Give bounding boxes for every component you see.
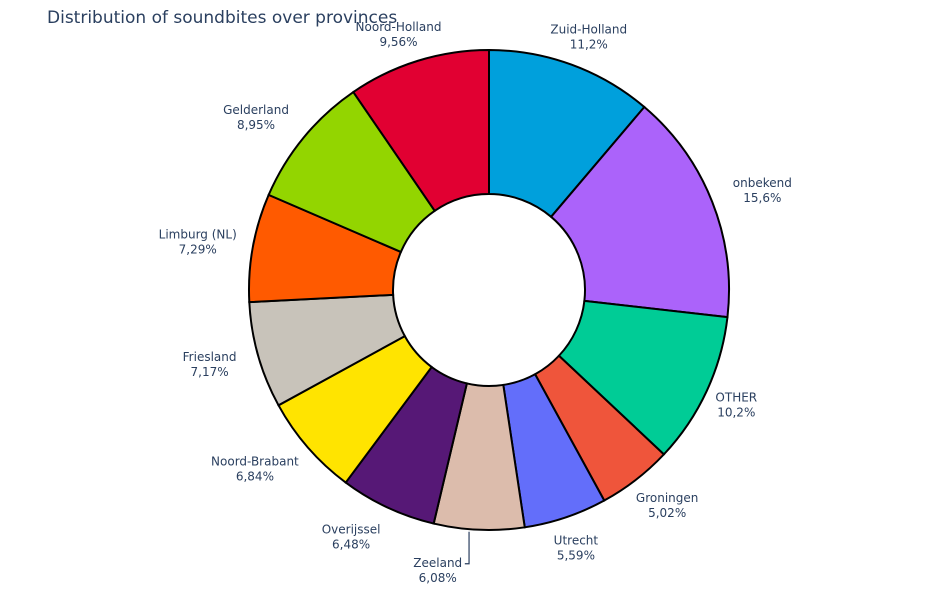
label-value-friesland: 7,17% bbox=[191, 365, 229, 379]
label-name-utrecht: Utrecht bbox=[554, 534, 599, 548]
label-groningen: Groningen 5,02% bbox=[636, 491, 698, 520]
label-value-utrecht: 5,59% bbox=[557, 549, 595, 563]
label-value-noord-holland: 9,56% bbox=[379, 35, 417, 49]
leader-lines bbox=[464, 531, 470, 565]
label-zuid-holland: Zuid-Holland 11,2% bbox=[550, 23, 627, 52]
label-utrecht: Utrecht 5,59% bbox=[554, 534, 599, 563]
chart-title: Distribution of soundbites over province… bbox=[47, 8, 398, 28]
label-onbekend: onbekend 15,6% bbox=[733, 176, 792, 205]
label-value-limburg-nl: 7,29% bbox=[179, 243, 217, 257]
label-name-gelderland: Gelderland bbox=[223, 103, 289, 117]
labels-layer: Zuid-Holland 11,2% onbekend 15,6% OTHER 10,2%… bbox=[159, 20, 792, 585]
label-value-noord-brabant: 6,84% bbox=[236, 470, 274, 484]
label-name-zuid-holland: Zuid-Holland bbox=[550, 23, 627, 37]
label-value-zuid-holland: 11,2% bbox=[570, 38, 608, 52]
label-name-friesland: Friesland bbox=[183, 350, 237, 364]
leader-line-zeeland bbox=[464, 531, 470, 565]
label-value-other: 10,2% bbox=[717, 405, 755, 419]
slice-zuid-holland[interactable] bbox=[488, 48, 646, 219]
label-zeeland: Zeeland 6,08% bbox=[413, 556, 462, 585]
label-name-overijssel: Overijssel bbox=[322, 523, 381, 537]
label-value-groningen: 5,02% bbox=[648, 506, 686, 520]
label-friesland: Friesland 7,17% bbox=[183, 350, 237, 379]
label-name-noord-holland: Noord-Holland bbox=[356, 20, 442, 34]
slice-noord-holland[interactable] bbox=[351, 48, 490, 213]
slices-layer bbox=[248, 48, 730, 531]
label-limburg-nl: Limburg (NL) 7,29% bbox=[159, 228, 237, 257]
label-name-onbekend: onbekend bbox=[733, 176, 792, 190]
label-other: OTHER 10,2% bbox=[715, 390, 757, 419]
label-value-onbekend: 15,6% bbox=[743, 191, 781, 205]
label-overijssel: Overijssel 6,48% bbox=[322, 523, 381, 552]
label-noord-brabant: Noord-Brabant 6,84% bbox=[211, 455, 299, 484]
label-name-zeeland: Zeeland bbox=[413, 556, 462, 570]
label-name-other: OTHER bbox=[715, 390, 757, 404]
label-value-gelderland: 8,95% bbox=[237, 118, 275, 132]
label-noord-holland: Noord-Holland 9,56% bbox=[356, 20, 442, 49]
label-value-zeeland: 6,08% bbox=[419, 571, 457, 585]
slice-onbekend[interactable] bbox=[549, 105, 730, 319]
label-value-overijssel: 6,48% bbox=[332, 538, 370, 552]
label-name-groningen: Groningen bbox=[636, 491, 698, 505]
label-name-noord-brabant: Noord-Brabant bbox=[211, 455, 299, 469]
label-name-limburg-nl: Limburg (NL) bbox=[159, 228, 237, 242]
label-gelderland: Gelderland 8,95% bbox=[223, 103, 289, 132]
